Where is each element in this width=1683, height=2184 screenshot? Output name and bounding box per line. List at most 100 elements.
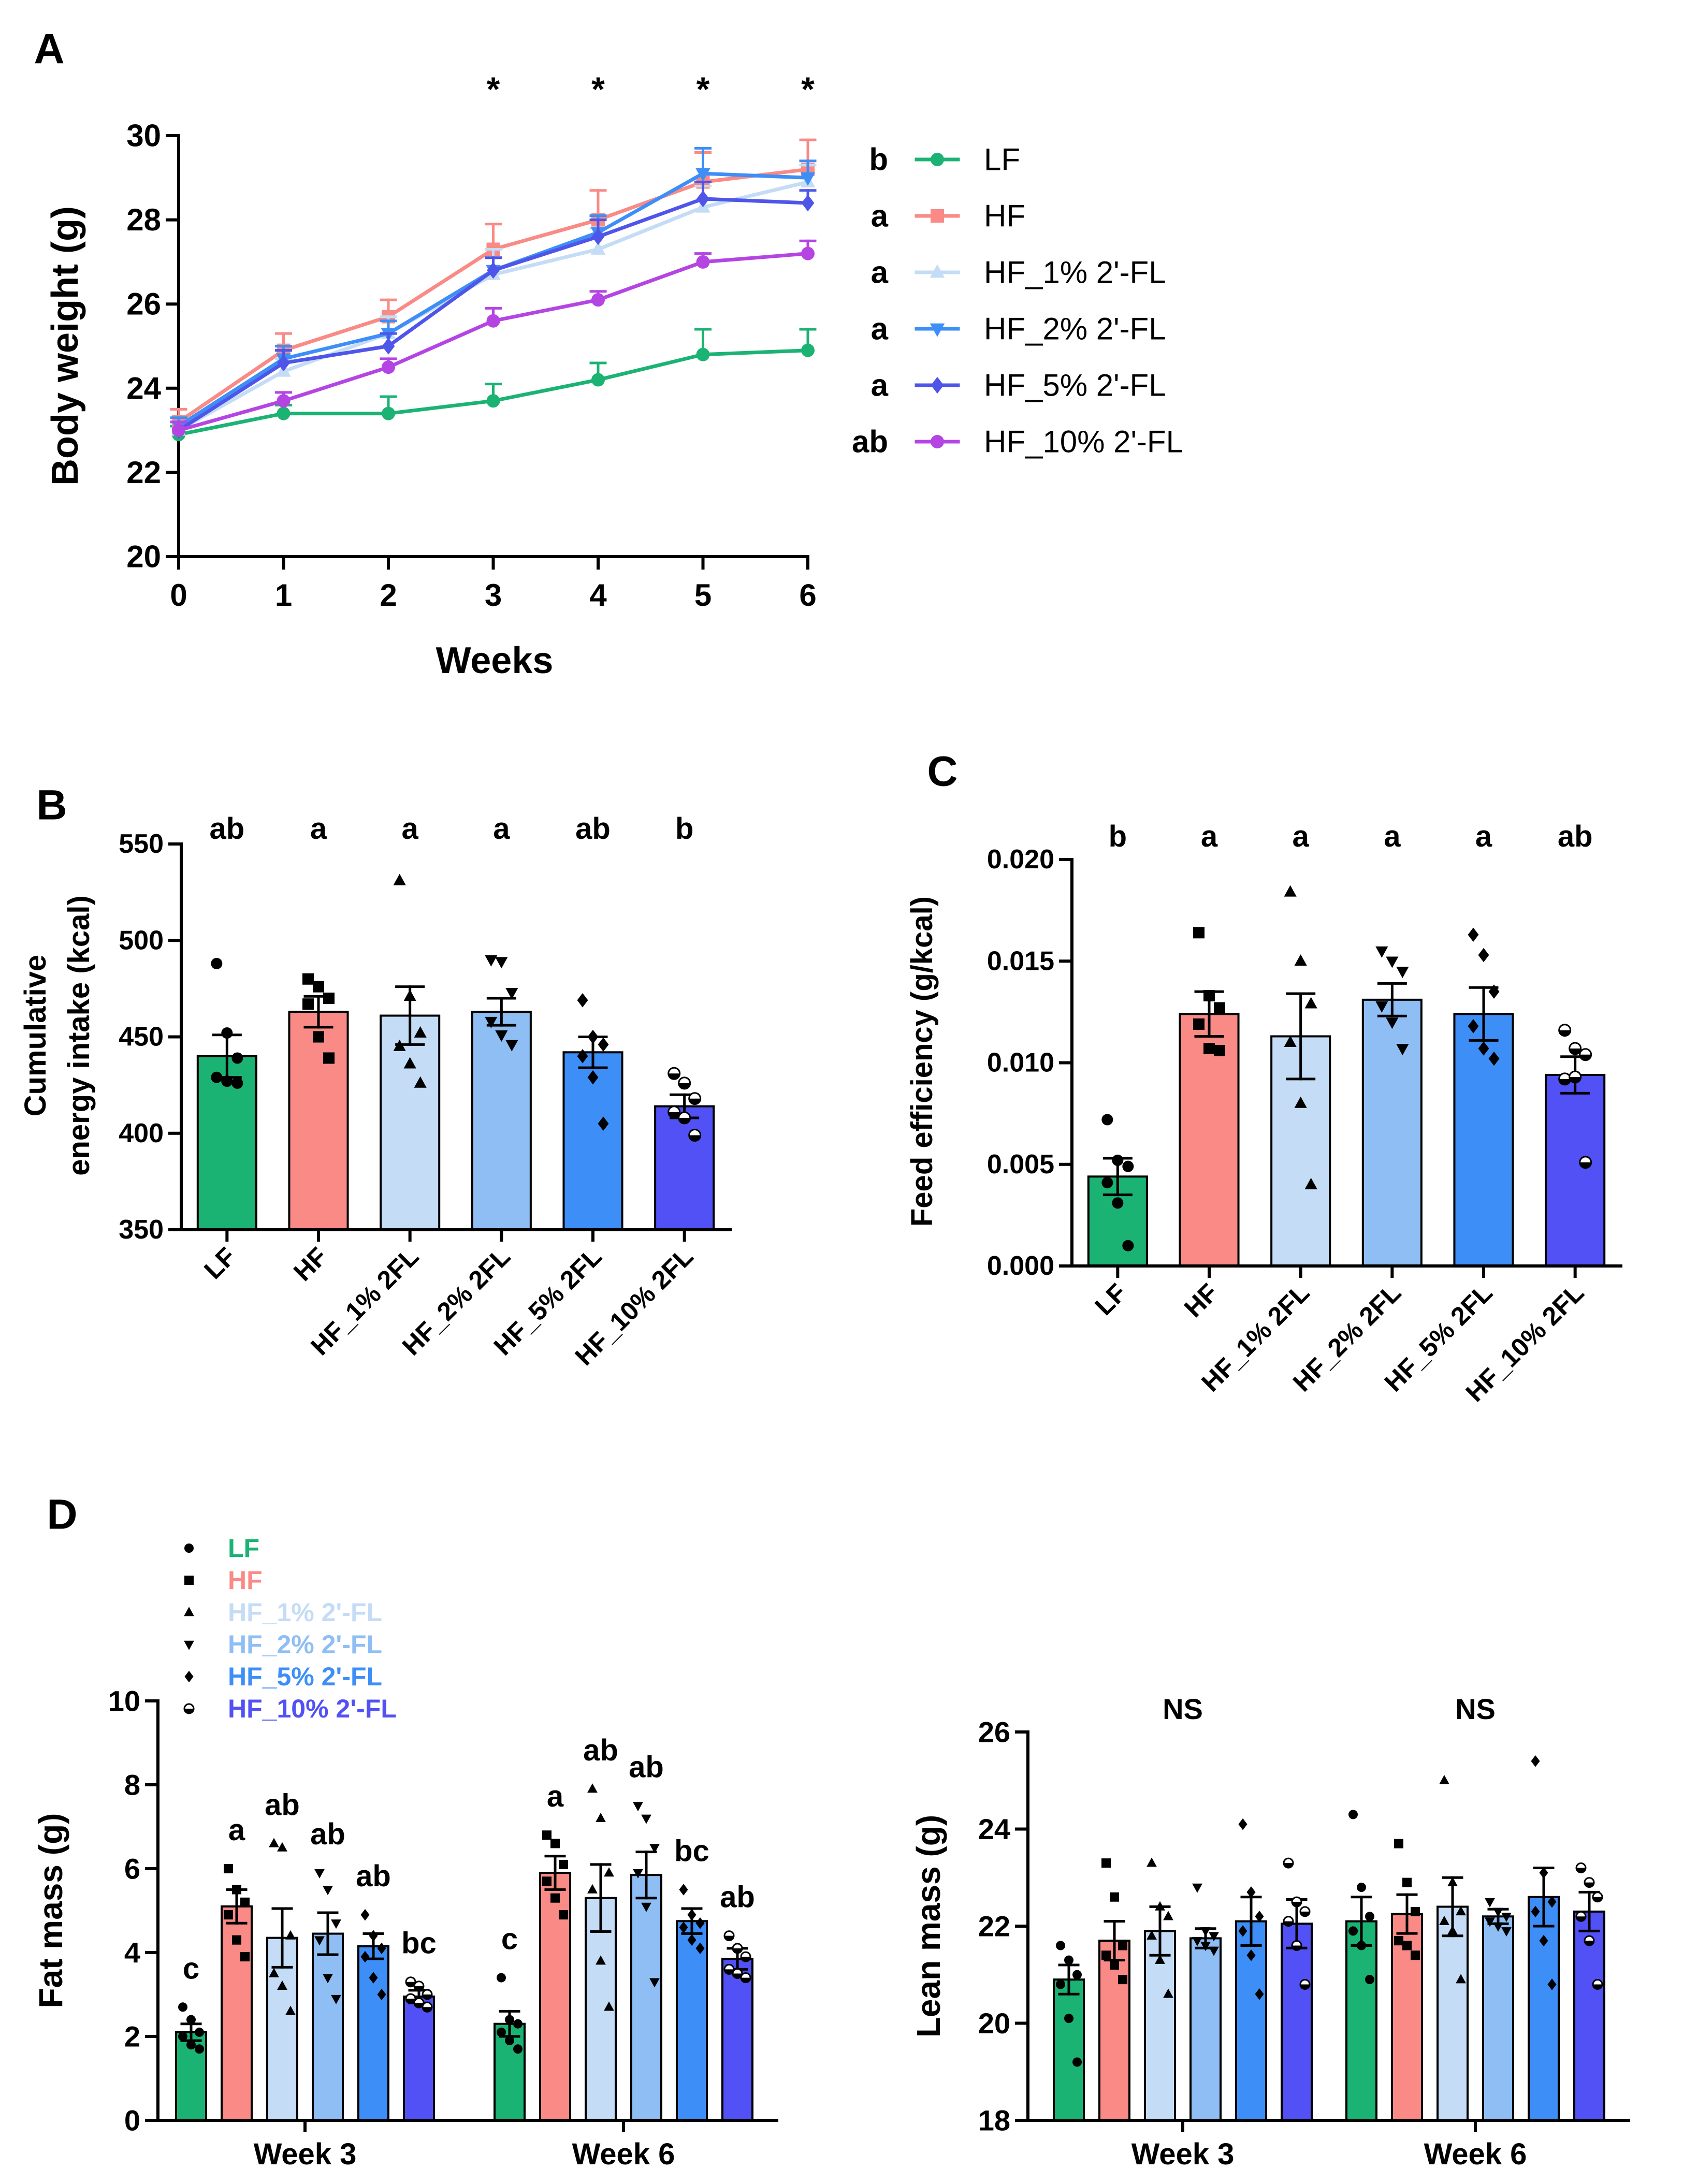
- fat-mass-data-point: [497, 1973, 506, 1983]
- feed-efficiency-letter: a: [1475, 820, 1492, 853]
- lean-mass-data-point: [1485, 1917, 1495, 1927]
- fat-mass-data-point: [679, 1921, 688, 1933]
- fat-mass-y-tick-label: 8: [124, 1769, 140, 1801]
- energy-intake-data-point: [688, 1092, 702, 1105]
- fat-mass-data-point: [224, 1864, 233, 1873]
- energy-intake-data-point: [678, 1111, 691, 1125]
- fat-mass-data-point: [687, 1909, 697, 1921]
- lean-mass-data-point: [1439, 1774, 1449, 1784]
- feed-efficiency-y-tick-label: 0.015: [987, 946, 1054, 976]
- fat-mass-legend-marker: [184, 1607, 194, 1617]
- feed-efficiency-data-point-fill: [1559, 1030, 1571, 1036]
- energy-intake-data-point: [668, 1105, 681, 1119]
- feed-efficiency-data-point: [1375, 1001, 1388, 1013]
- fat-mass-legend-marker: [184, 1670, 194, 1683]
- series-point: [486, 394, 500, 408]
- fat-mass-data-point-fill: [733, 1973, 742, 1978]
- lean-mass-data-point: [1584, 1935, 1595, 1946]
- energy-intake-data-point: [495, 957, 508, 969]
- fat-mass-data-point: [550, 1839, 560, 1848]
- series-point: [277, 354, 290, 372]
- lean-mass-data-point: [1246, 1949, 1256, 1961]
- lean-mass-data-point: [1056, 1941, 1065, 1950]
- energy-intake-bar: [562, 1051, 623, 1231]
- legend-letter: b: [869, 142, 888, 177]
- energy-intake-x-tick-label: HF: [288, 1242, 333, 1287]
- fat-mass-letter: bc: [401, 1927, 437, 1960]
- feed-efficiency-data-point: [1396, 967, 1409, 979]
- fat-mass-legend-label: HF_2% 2'-FL: [228, 1630, 382, 1659]
- energy-intake-data-point: [302, 973, 314, 985]
- energy-intake-data-point: [505, 1040, 518, 1052]
- energy-intake-data-point-fill: [678, 1117, 690, 1124]
- energy-intake-data-point: [302, 998, 314, 1010]
- energy-intake-bar: [654, 1105, 715, 1231]
- body-weight-y-label: Body weight (g): [45, 206, 86, 486]
- lean-mass-data-point: [1447, 1876, 1458, 1886]
- fat-mass-data-point: [331, 1994, 341, 2004]
- energy-intake-data-point: [688, 1128, 702, 1142]
- fat-mass-data-point: [240, 1897, 250, 1907]
- lean-mass-data-point: [1155, 1954, 1165, 1964]
- lean-mass-data-point: [1163, 1988, 1173, 1998]
- lean-mass-data-point: [1348, 1810, 1358, 1819]
- fat-mass-data-point-fill: [406, 1982, 415, 1987]
- legend-label: HF_1% 2'-FL: [984, 255, 1166, 290]
- fat-mass-legend-marker: [184, 1576, 194, 1585]
- lean-mass-data-point: [1209, 1946, 1219, 1956]
- fat-mass-data-point: [513, 2044, 523, 2054]
- fat-mass-y-tick-label: 10: [108, 1685, 140, 1717]
- lean-mass-data-point: [1291, 1896, 1302, 1908]
- lean-mass-data-point: [1531, 1755, 1540, 1767]
- legend-letter: a: [871, 199, 889, 234]
- body-weight-x-tick-label: 3: [485, 578, 502, 613]
- fat-mass-data-point: [542, 1830, 552, 1840]
- fat-mass-y-label: Fat mass (g): [32, 1813, 69, 2008]
- series-point: [800, 172, 816, 186]
- fat-mass-bar: [721, 1958, 753, 2121]
- feed-efficiency-letter: a: [1384, 820, 1401, 853]
- energy-intake-x-tick-label: LF: [198, 1242, 241, 1285]
- lean-mass-data-point: [1246, 1886, 1256, 1898]
- energy-intake-data-point: [231, 1077, 243, 1089]
- lean-mass-data-point: [1456, 1906, 1466, 1916]
- feed-efficiency-letter: b: [1109, 820, 1127, 853]
- feed-efficiency-data-point: [1569, 1070, 1582, 1084]
- series-point: [696, 347, 710, 361]
- legend-label: HF_10% 2'-FL: [984, 425, 1183, 459]
- lean-mass-data-point: [1056, 1979, 1065, 1989]
- lean-mass-data-point: [1348, 1926, 1358, 1936]
- feed-efficiency-data-point: [1203, 989, 1215, 1001]
- lean-mass-data-point: [1402, 1941, 1412, 1950]
- fat-mass-data-point: [550, 1893, 560, 1903]
- fat-mass-data-point-fill: [724, 1969, 734, 1974]
- energy-intake-data-point: [393, 873, 406, 885]
- lean-mass-data-point-fill: [1292, 1945, 1301, 1950]
- lean-mass-data-point-fill: [1284, 1921, 1293, 1926]
- series-point: [696, 255, 710, 269]
- fat-mass-data-point: [513, 2019, 523, 2029]
- lean-mass-data-point: [1584, 1877, 1595, 1888]
- body-weight-y-tick-label: 26: [126, 287, 161, 322]
- fat-mass-data-point: [331, 1919, 341, 1929]
- feed-efficiency-data-point: [1579, 1156, 1592, 1169]
- fat-mass-data-point: [285, 2005, 296, 2015]
- series-point: [277, 406, 291, 420]
- fat-mass-data-point: [559, 1910, 568, 1920]
- fat-mass-data-point: [723, 1963, 735, 1975]
- fat-mass-data-point: [413, 1997, 425, 2008]
- fat-mass-data-point: [604, 2001, 614, 2011]
- energy-intake-data-point-fill: [668, 1073, 680, 1080]
- feed-efficiency-x-tick-label: LF: [1089, 1278, 1132, 1321]
- fat-mass-bar: [312, 1932, 344, 2122]
- feed-efficiency-letter: ab: [1558, 820, 1593, 853]
- fat-mass-legend-label: HF_1% 2'-FL: [228, 1598, 382, 1627]
- significance-star: *: [801, 70, 815, 108]
- energy-intake-data-point: [403, 1057, 416, 1069]
- lean-mass-data-point: [1283, 1916, 1294, 1927]
- lean-mass-data-point-fill: [1576, 1868, 1586, 1873]
- feed-efficiency-data-point: [1294, 1096, 1307, 1108]
- lean-mass-ns-label: NS: [1455, 1693, 1496, 1725]
- energy-intake-data-point: [587, 1070, 599, 1085]
- legend-marker: [931, 376, 944, 394]
